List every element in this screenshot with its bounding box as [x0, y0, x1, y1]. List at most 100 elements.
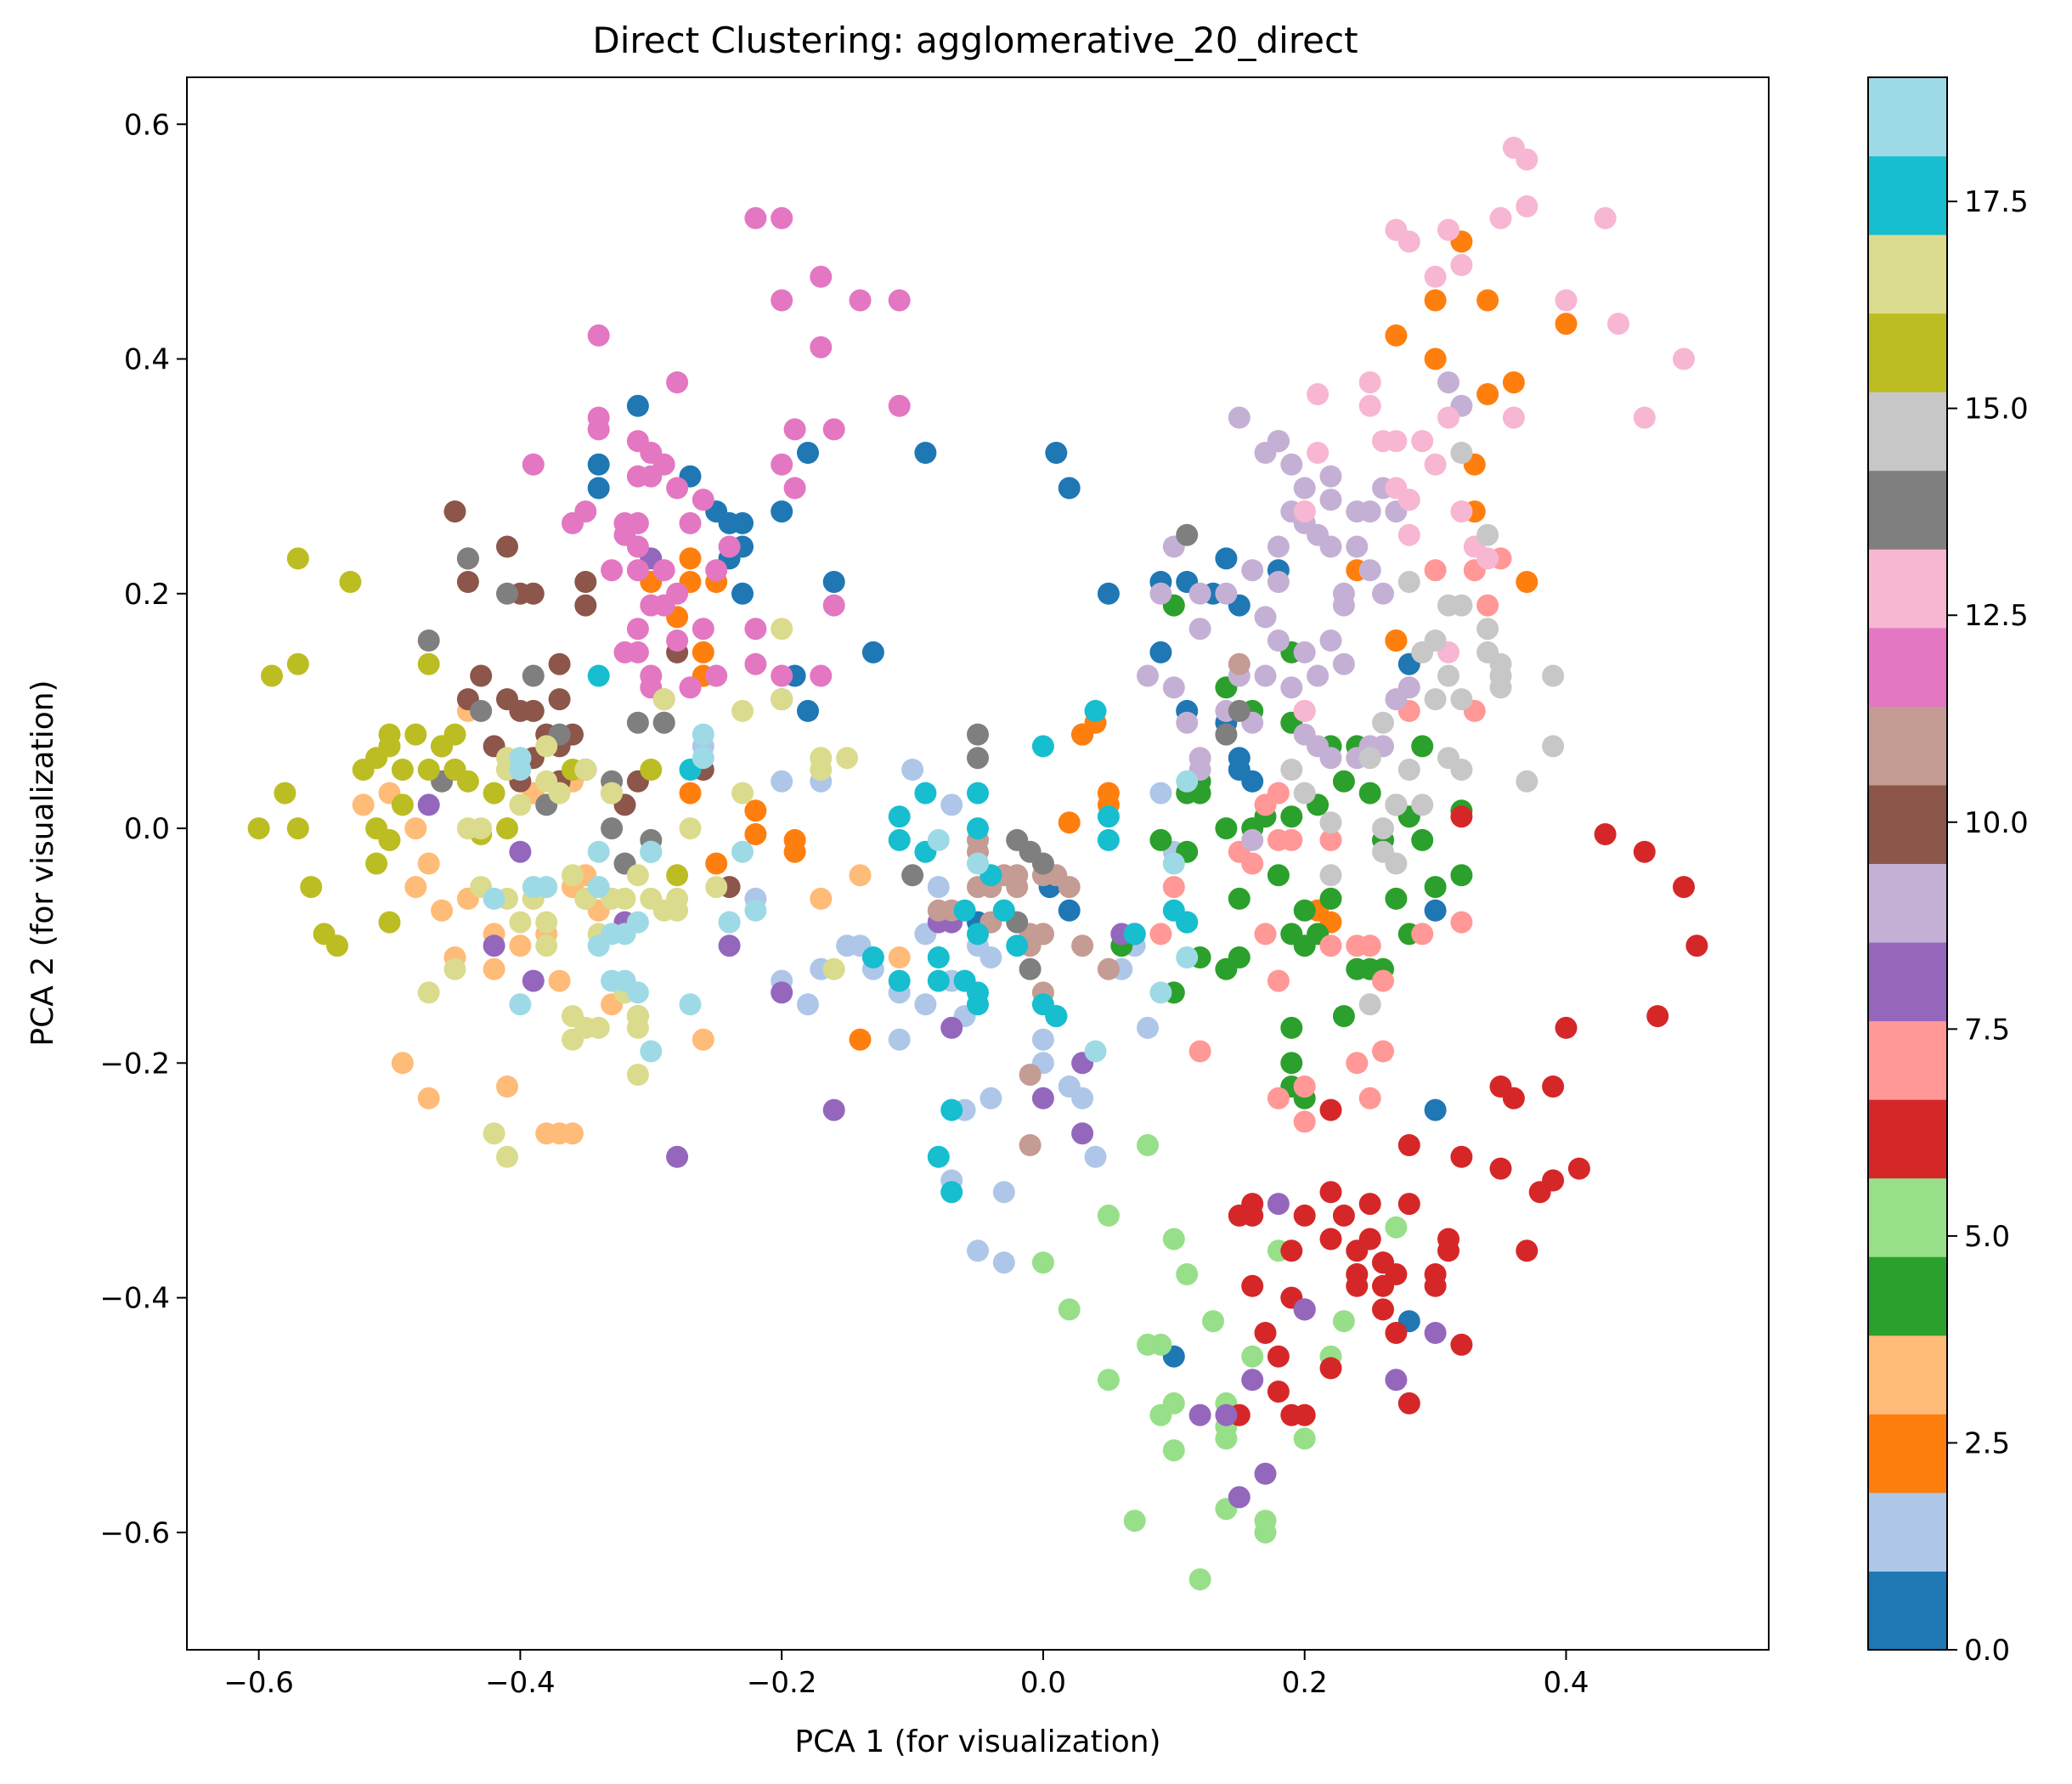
data-point — [456, 571, 479, 593]
data-point — [822, 571, 845, 593]
data-point — [1031, 1087, 1054, 1109]
data-point — [1516, 195, 1538, 217]
data-point — [666, 1145, 689, 1168]
data-point — [783, 418, 806, 441]
y-tick-label: 0.4 — [124, 343, 170, 377]
data-point — [1123, 923, 1146, 946]
data-point — [797, 993, 819, 1016]
data-point — [640, 840, 663, 863]
colorbar-swatch — [1868, 1177, 1947, 1257]
data-point — [1228, 1486, 1251, 1509]
data-point — [1397, 488, 1420, 511]
colorbar-swatch — [1868, 706, 1947, 786]
data-point — [679, 817, 702, 840]
data-point — [1176, 711, 1199, 734]
data-point — [1502, 371, 1525, 394]
data-point — [1397, 230, 1420, 253]
data-point — [1437, 218, 1459, 241]
data-point — [1293, 1427, 1316, 1450]
data-point — [1489, 676, 1512, 699]
data-point — [1097, 1204, 1120, 1227]
data-point — [1097, 582, 1120, 605]
cluster-9-points — [1137, 371, 1473, 851]
x-tick-label: 0.0 — [1020, 1666, 1066, 1700]
x-axis: −0.6 −0.4 −0.2 0.0 0.2 0.4 — [223, 1650, 1589, 1700]
data-point — [1280, 1239, 1303, 1262]
data-point — [1385, 324, 1408, 347]
data-point — [652, 711, 675, 734]
data-point — [692, 723, 714, 746]
data-point — [1397, 523, 1420, 546]
data-point — [1241, 1345, 1264, 1368]
data-point — [1437, 664, 1459, 687]
data-point — [914, 993, 937, 1016]
data-point — [535, 934, 558, 957]
data-point — [822, 957, 845, 980]
data-point — [992, 1181, 1015, 1204]
data-point — [967, 747, 989, 770]
data-point — [535, 876, 558, 899]
y-tick-label: 0.2 — [124, 578, 170, 612]
data-point — [1162, 1228, 1185, 1250]
data-point — [1267, 629, 1290, 652]
data-point — [483, 957, 505, 980]
data-point — [849, 1028, 872, 1051]
data-point — [1489, 206, 1512, 229]
data-point — [861, 641, 884, 663]
data-point — [1332, 770, 1355, 793]
data-point — [666, 629, 689, 652]
data-point — [692, 488, 714, 511]
data-point — [417, 793, 440, 816]
data-point — [1058, 899, 1081, 922]
data-point — [1358, 1087, 1381, 1109]
data-point — [771, 770, 793, 793]
data-point — [1031, 852, 1054, 875]
data-point — [626, 864, 649, 887]
data-point — [431, 899, 454, 922]
data-point — [1346, 957, 1369, 980]
data-point — [1411, 430, 1434, 453]
data-point — [1372, 969, 1394, 992]
data-point — [1424, 688, 1447, 711]
data-point — [822, 1098, 845, 1121]
data-point — [927, 828, 950, 851]
data-point — [1319, 535, 1342, 558]
data-point — [404, 817, 427, 840]
data-point — [1555, 289, 1578, 312]
data-point — [771, 664, 793, 687]
data-point — [1267, 1380, 1290, 1403]
data-point — [718, 535, 741, 558]
data-point — [1137, 1134, 1159, 1156]
data-point — [1372, 817, 1394, 840]
data-point — [692, 1028, 714, 1051]
colorbar-swatch — [1868, 942, 1947, 1022]
data-point — [1358, 782, 1381, 804]
data-point — [1673, 876, 1695, 899]
colorbar-swatch — [1868, 549, 1947, 629]
data-point — [1319, 1181, 1342, 1204]
data-point — [1031, 1028, 1054, 1051]
data-point — [1293, 1403, 1316, 1426]
data-point — [1502, 1087, 1525, 1109]
data-point — [1280, 805, 1303, 828]
data-point — [1346, 1239, 1369, 1262]
data-point — [1267, 430, 1290, 453]
data-point — [613, 923, 636, 946]
data-point — [888, 828, 911, 851]
data-point — [587, 1016, 610, 1039]
y-axis-label: PCA 2 (for visualization) — [25, 680, 60, 1046]
data-point — [1162, 852, 1185, 875]
data-point — [391, 759, 414, 781]
data-point — [927, 876, 950, 899]
data-point — [1450, 864, 1473, 887]
colorbar-tick-label: 17.5 — [1964, 185, 2029, 219]
data-point — [679, 511, 702, 534]
data-point — [1450, 594, 1473, 617]
data-point — [601, 559, 624, 582]
data-point — [744, 206, 767, 229]
data-point — [1097, 805, 1120, 828]
cluster-17-points — [417, 618, 859, 1168]
data-point — [626, 394, 649, 417]
data-point — [1346, 1263, 1369, 1285]
